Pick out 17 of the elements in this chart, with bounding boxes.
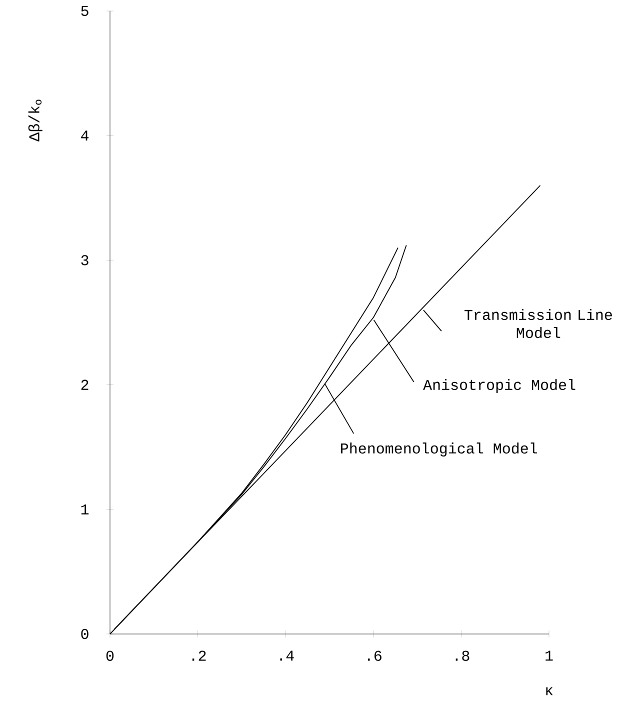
x-tick-label: .6 <box>368 650 382 661</box>
y-axis-title: Δβ/k$_{o}$ <box>28 100 42 142</box>
annotation: Anisotropic Model <box>423 379 576 393</box>
y-tick-label: 4 <box>81 130 89 141</box>
y-tick-label: 2 <box>81 380 88 390</box>
x-tick-label: .8 <box>456 650 470 661</box>
x-axis-title: κ <box>546 687 553 696</box>
x-tick-label: 0 <box>106 650 114 661</box>
annotation: Transmission Line Model <box>464 309 612 338</box>
y-tick-label: 3 <box>81 255 88 266</box>
y-tick-label: 0 <box>81 628 88 640</box>
x-tick-label: .2 <box>192 650 206 661</box>
x-tick-label: .4 <box>280 650 294 661</box>
x-tick-label: 1 <box>546 650 553 661</box>
annotation: Phenomenological Model <box>341 442 538 457</box>
y-tick-label: 5 <box>81 6 88 16</box>
y-tick-label: 1 <box>81 504 89 514</box>
